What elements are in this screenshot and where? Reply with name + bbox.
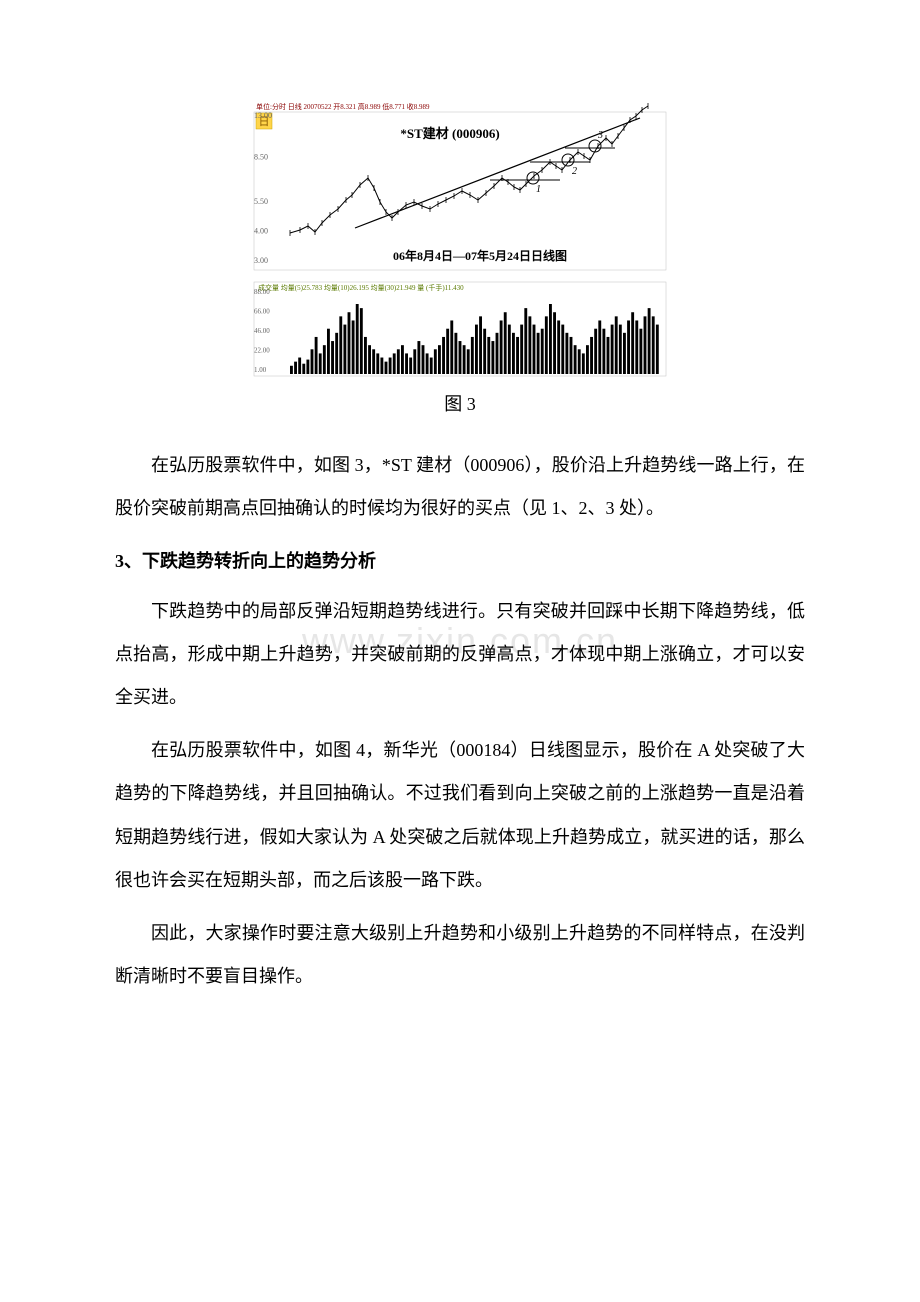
volume-bars [290,304,659,374]
paragraph-1: 在弘历股票软件中，如图 3，*ST 建材（000906），股价沿上升趋势线一路上… [115,444,805,530]
svg-text:22.00: 22.00 [254,347,270,355]
chart-header-text: 单位:分时 日线 20070522 开8.321 高8.989 低8.771 收… [256,102,430,111]
figure-caption: 图 3 [115,390,805,416]
svg-text:4.00: 4.00 [254,226,268,235]
svg-text:3: 3 [597,130,603,141]
svg-text:1: 1 [536,184,541,195]
date-range-label: 06年8月4日—07年5月24日日线图 [393,248,567,263]
page-content: 单位:分时 日线 20070522 开8.321 高8.989 低8.771 收… [115,100,805,998]
svg-text:88.00: 88.00 [254,288,270,296]
price-y-axis-labels: 13.00 8.50 5.50 4.00 3.00 [254,111,272,265]
svg-text:8.50: 8.50 [254,152,268,161]
stock-chart-svg: 单位:分时 日线 20070522 开8.321 高8.989 低8.771 收… [250,100,670,380]
svg-text:46.00: 46.00 [254,327,270,335]
svg-text:3.00: 3.00 [254,256,268,265]
stock-name-label: *ST建材 (000906) [400,126,499,141]
section-heading-3: 3、下跌趋势转折向上的趋势分析 [115,540,805,583]
volume-y-axis-labels: 88.00 66.00 46.00 22.00 1.00 [254,288,270,374]
svg-text:13.00: 13.00 [254,111,272,120]
figure-3-chart: 单位:分时 日线 20070522 开8.321 高8.989 低8.771 收… [250,100,670,380]
volume-header-text: 成交量 均量(5)25.783 均量(10)26.195 均量(30)21.94… [258,283,464,292]
paragraph-2: 下跌趋势中的局部反弹沿短期趋势线进行。只有突破并回踩中长期下降趋势线，低点抬高，… [115,590,805,720]
svg-text:2: 2 [572,166,577,177]
paragraph-4: 因此，大家操作时要注意大级别上升趋势和小级别上升趋势的不同样特点，在没判断清晰时… [115,912,805,998]
paragraph-3: 在弘历股票软件中，如图 4，新华光（000184）日线图显示，股价在 A 处突破… [115,729,805,902]
price-tick-marks [290,103,648,236]
svg-text:5.50: 5.50 [254,197,268,206]
svg-text:1.00: 1.00 [254,366,267,374]
svg-text:66.00: 66.00 [254,308,270,316]
